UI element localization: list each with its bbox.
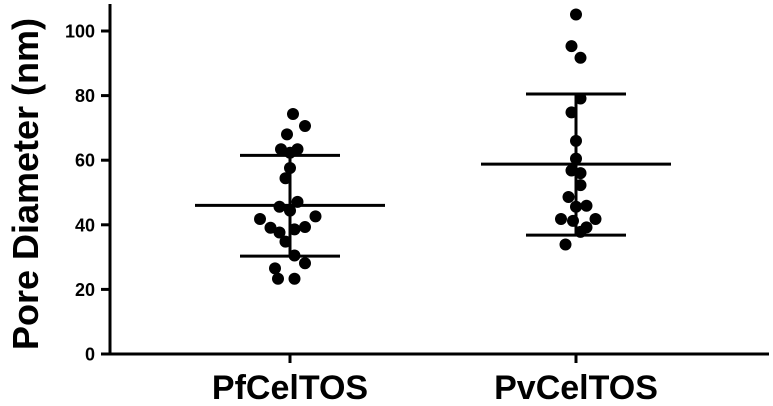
- y-ticks: 0 20 40 60 80 100 PfCelTOS PvCelTOS: [65, 22, 658, 406]
- data-point: [555, 212, 567, 225]
- data-point: [589, 212, 602, 225]
- data-point: [562, 191, 575, 204]
- data-point: [254, 212, 266, 225]
- data-point: [580, 199, 593, 212]
- data-point: [279, 235, 292, 248]
- y-tick-label: 20: [75, 280, 95, 300]
- data-point: [574, 167, 587, 180]
- data-point: [287, 108, 299, 121]
- data-point: [284, 204, 296, 217]
- data-point: [570, 8, 582, 21]
- y-tick-label: 60: [75, 151, 95, 171]
- data-point: [273, 226, 286, 239]
- data-point: [273, 200, 286, 213]
- y-tick-label: 100: [65, 22, 95, 42]
- data-point: [565, 164, 578, 177]
- data-point: [288, 249, 301, 262]
- data-point: [284, 146, 296, 159]
- data-point: [288, 272, 301, 285]
- data-point: [570, 152, 582, 165]
- axes: [108, 4, 769, 356]
- data-point: [284, 161, 296, 174]
- data-point: [559, 238, 572, 251]
- data-point: [288, 223, 301, 236]
- data-point: [299, 257, 311, 270]
- data-point: [291, 195, 304, 208]
- data-points: [254, 8, 602, 285]
- data-point: [570, 200, 582, 213]
- data-point: [309, 210, 322, 223]
- y-tick-label: 80: [75, 86, 95, 106]
- data-point: [269, 262, 281, 275]
- y-tick-label: 0: [85, 345, 95, 365]
- x-category-label: PfCelTOS: [212, 369, 368, 406]
- data-point: [574, 92, 587, 105]
- data-point: [570, 134, 582, 147]
- data-point: [279, 172, 292, 185]
- data-point: [275, 143, 287, 156]
- data-point: [264, 221, 277, 234]
- data-point: [281, 128, 293, 141]
- data-point: [574, 179, 587, 192]
- y-axis-title: Pore Diameter (nm): [5, 18, 46, 350]
- data-point: [272, 272, 284, 285]
- data-point: [567, 214, 579, 227]
- data-point: [574, 51, 587, 64]
- data-point: [565, 40, 578, 53]
- x-category-label: PvCelTOS: [494, 369, 658, 406]
- y-tick-label: 40: [75, 215, 95, 235]
- data-point: [299, 119, 311, 132]
- data-point: [299, 221, 311, 234]
- data-point: [574, 225, 587, 238]
- data-point: [565, 106, 578, 119]
